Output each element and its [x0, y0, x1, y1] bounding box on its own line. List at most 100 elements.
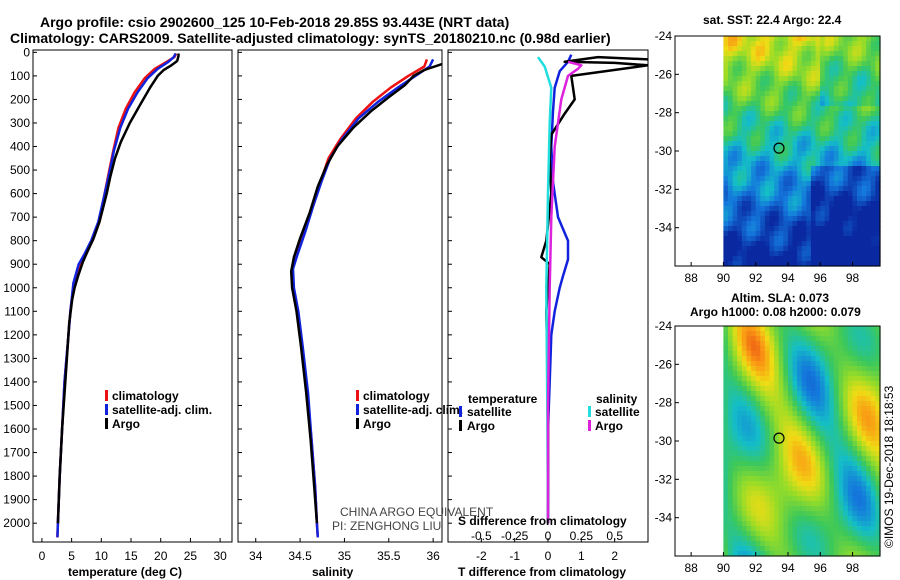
sla-cell [787, 326, 794, 332]
sla-cell [783, 411, 789, 417]
sla-cell [755, 431, 761, 437]
sla-cell [829, 326, 835, 332]
sla-cell [741, 551, 747, 557]
sst-cell [764, 211, 771, 217]
sst-cell [815, 166, 821, 172]
sst-cell [769, 141, 775, 147]
sla-cell [861, 546, 867, 552]
sst-cell [760, 51, 766, 57]
sst-cell [723, 51, 729, 57]
sst-cell [838, 166, 844, 172]
sla-cell [820, 551, 826, 557]
sla-cell [824, 356, 830, 362]
sla-cell [815, 526, 821, 532]
sst-cell [852, 241, 858, 247]
sla-cell [852, 421, 858, 427]
sst-cell [778, 181, 784, 187]
sst-cell [843, 56, 849, 62]
sla-cell [866, 396, 872, 402]
sst-cell [737, 226, 743, 232]
sla-cell [732, 386, 738, 392]
sst-cell [852, 106, 858, 112]
sst-cell [820, 106, 826, 112]
sla-cell [843, 491, 849, 497]
sst-cell [801, 256, 807, 262]
sla-cell [737, 401, 743, 407]
sst-cell [746, 81, 752, 87]
sla-cell [829, 501, 835, 507]
sst-cell [787, 166, 794, 172]
sst-cell [801, 206, 807, 212]
sst-cell [787, 216, 794, 222]
sla-cell [728, 481, 734, 487]
sst-cell [870, 246, 876, 252]
sst-cell [815, 56, 821, 62]
sst-cell [875, 116, 881, 122]
sst-cell [857, 171, 863, 177]
sla-cell [774, 541, 780, 547]
sst-cell [774, 221, 780, 227]
sst-cell [792, 191, 798, 197]
sst-cell [774, 256, 780, 262]
sst-cell [824, 76, 830, 82]
sla-cell [875, 526, 881, 532]
sst-cell [857, 196, 863, 202]
sla-cell [755, 371, 761, 377]
sla-cell [801, 361, 807, 367]
sst-cell [755, 116, 761, 122]
sst-cell [833, 76, 840, 82]
sla-cell [723, 491, 729, 497]
sla-cell [787, 491, 794, 497]
sla-cell [806, 331, 812, 337]
lat-tick-label: -34 [655, 221, 673, 235]
sst-cell [829, 241, 835, 247]
sst-cell [847, 261, 853, 267]
sst-cell [829, 231, 835, 237]
sst-cell [806, 231, 812, 237]
sst-cell [764, 176, 771, 182]
sla-cell [870, 366, 876, 372]
sla-cell [806, 426, 812, 432]
sla-cell [857, 446, 863, 452]
sst-cell [728, 256, 734, 262]
sla-cell [870, 431, 876, 437]
sla-cell [833, 506, 840, 512]
sst-cell [806, 151, 812, 157]
sst-cell [806, 156, 812, 162]
sst-cell [741, 166, 747, 172]
sst-cell [723, 261, 729, 267]
sst-cell [746, 96, 752, 102]
sst-cell [774, 116, 780, 122]
sst-cell [820, 61, 826, 67]
sla-cell [778, 401, 784, 407]
sla-cell [810, 381, 817, 387]
sla-cell [737, 491, 743, 497]
sla-cell [778, 436, 784, 442]
sst-cell [746, 61, 752, 67]
sst-cell [833, 86, 840, 92]
sla-cell [838, 396, 844, 402]
sla-cell [751, 366, 757, 372]
sla-cell [861, 411, 867, 417]
sla-cell [847, 331, 853, 337]
sla-cell [737, 516, 743, 522]
sla-cell [843, 346, 849, 352]
sla-cell [801, 521, 807, 527]
sla-cell [774, 371, 780, 377]
sla-cell [797, 411, 803, 417]
sla-cell [732, 506, 738, 512]
sst-cell [764, 226, 771, 232]
sst-cell [787, 196, 794, 202]
sst-cell [861, 246, 867, 252]
sst-cell [728, 106, 734, 112]
sst-cell [829, 191, 835, 197]
sst-cell [820, 256, 826, 262]
sla-cell [728, 531, 734, 537]
sst-cell [852, 146, 858, 152]
sla-cell [824, 326, 830, 332]
sla-cell [764, 531, 771, 537]
sla-cell [815, 396, 821, 402]
sla-cell [833, 431, 840, 437]
sla-cell [820, 361, 826, 367]
sst-cell [797, 116, 803, 122]
